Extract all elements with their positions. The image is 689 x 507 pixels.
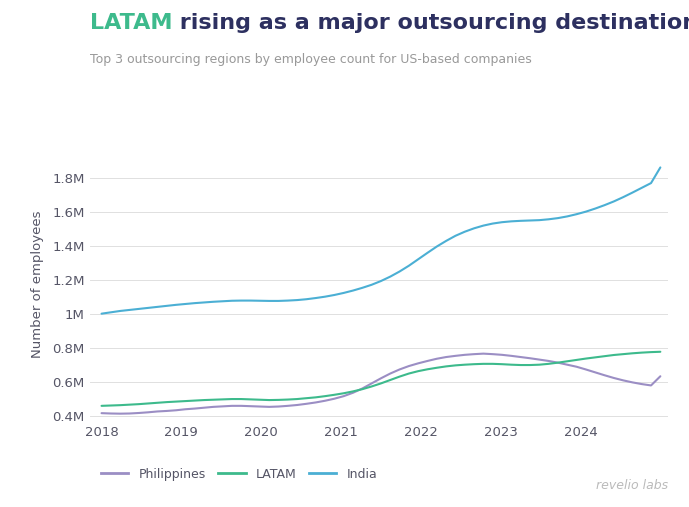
Text: revelio labs: revelio labs — [596, 479, 668, 492]
Text: LATAM: LATAM — [90, 13, 172, 32]
Text: Top 3 outsourcing regions by employee count for US-based companies: Top 3 outsourcing regions by employee co… — [90, 53, 531, 66]
Text: rising as a major outsourcing destination: rising as a major outsourcing destinatio… — [172, 13, 689, 32]
Legend: Philippines, LATAM, India: Philippines, LATAM, India — [96, 463, 382, 486]
Y-axis label: Number of employees: Number of employees — [31, 210, 44, 357]
